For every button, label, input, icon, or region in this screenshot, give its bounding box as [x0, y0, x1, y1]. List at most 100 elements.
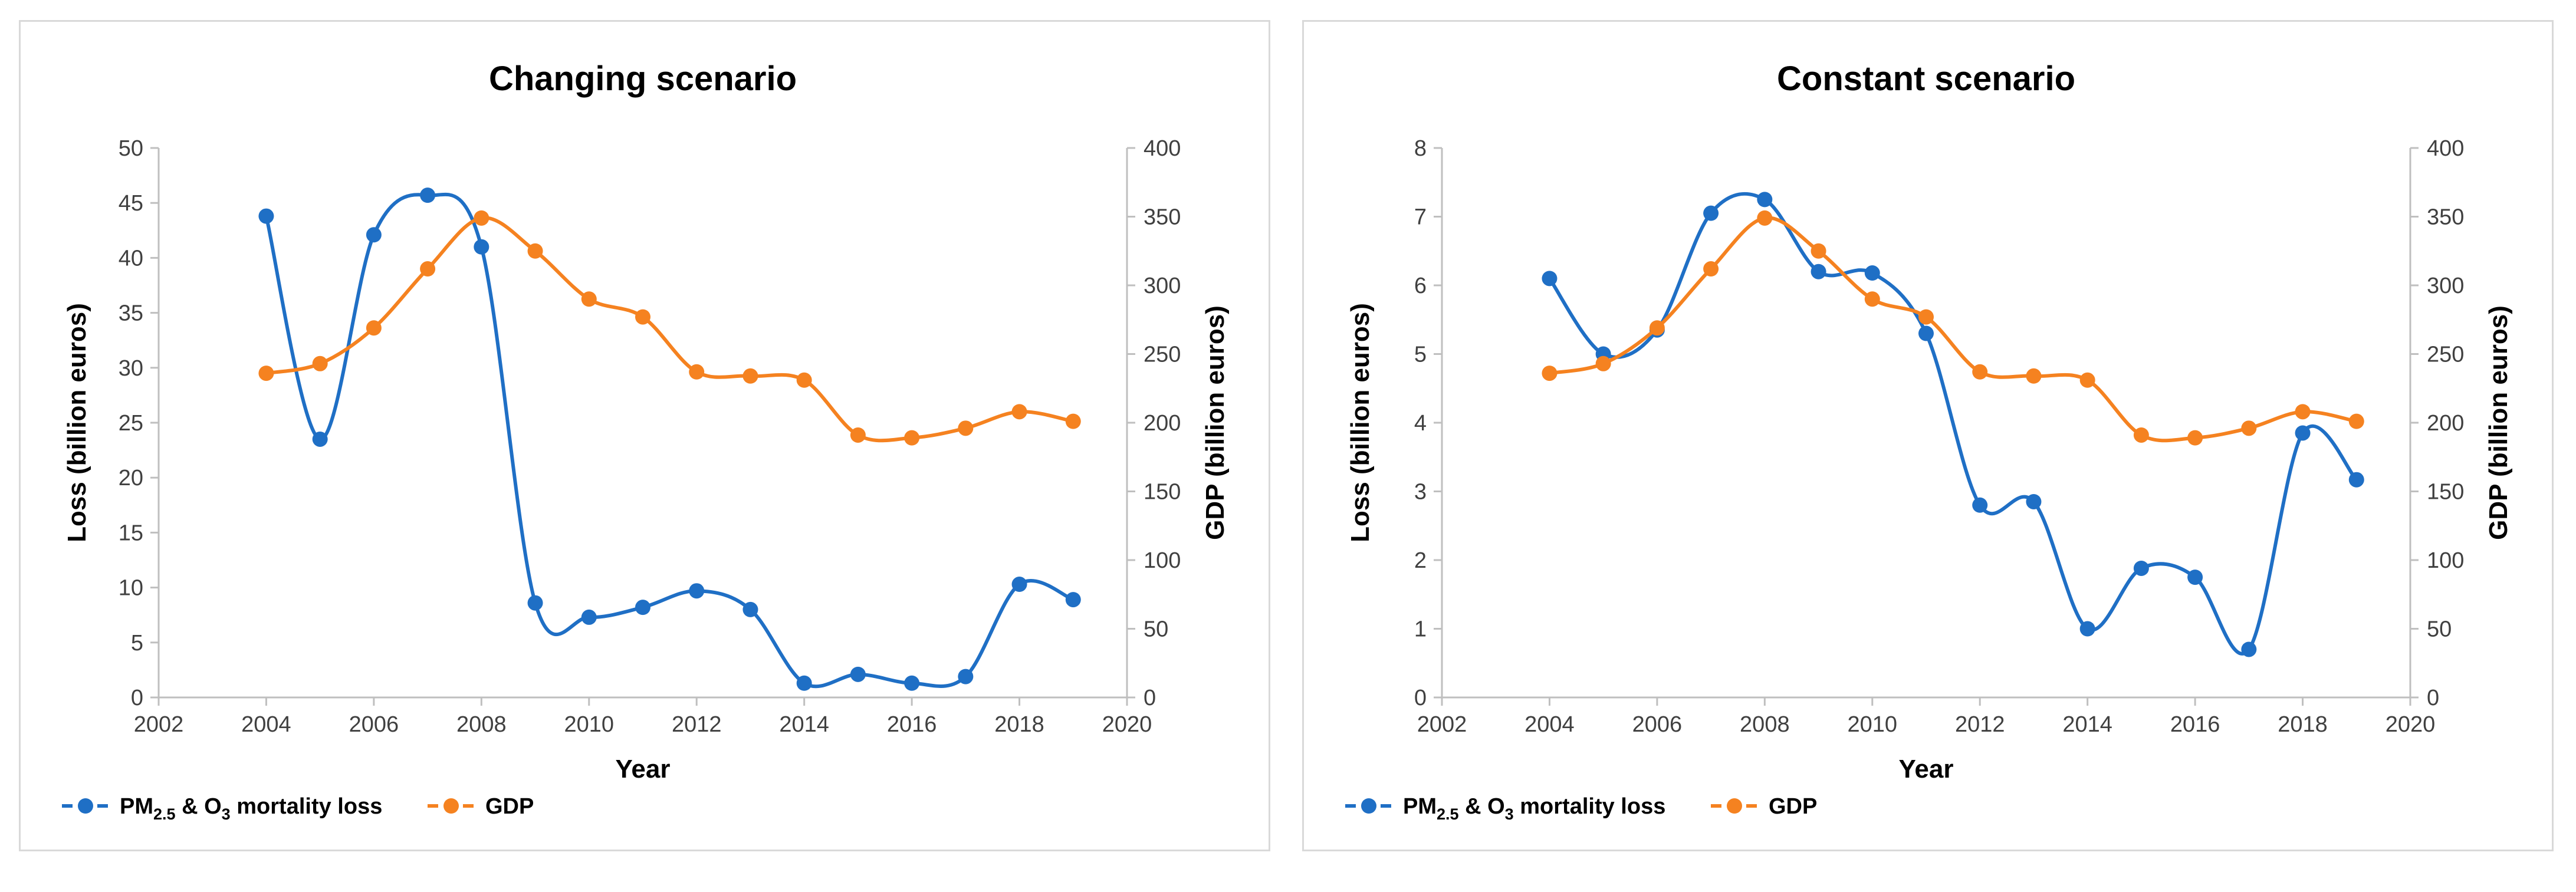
data-point-gdp [689, 364, 705, 380]
chart-title: Constant scenario [1777, 60, 2075, 98]
data-point-loss [1811, 264, 1826, 279]
x-tick-label: 2010 [564, 712, 615, 737]
x-tick-label: 2004 [1524, 712, 1575, 737]
y2-tick-label: 300 [1144, 274, 1181, 298]
data-point-loss [1065, 592, 1081, 608]
data-point-loss [2295, 425, 2311, 441]
data-point-loss [258, 208, 274, 224]
y-tick-label: 10 [119, 576, 143, 601]
data-point-gdp [958, 420, 974, 436]
series-line-loss [1547, 192, 2358, 656]
y2-tick-label: 400 [1144, 136, 1181, 161]
y2-tick-label: 100 [2427, 548, 2464, 573]
data-point-loss [1918, 325, 1934, 341]
data-point-gdp [312, 356, 328, 371]
y-tick-label: 25 [119, 411, 143, 436]
y-tick-label: 5 [1414, 343, 1427, 367]
data-point-loss [581, 609, 597, 625]
x-tick-label: 2016 [887, 712, 937, 737]
data-point-gdp [1065, 413, 1081, 429]
y2-axis-title: GDP (billion euros) [1201, 305, 1230, 540]
x-axis-title: Year [1899, 755, 1954, 784]
data-point-gdp [1811, 243, 1826, 259]
y2-tick-label: 300 [2427, 274, 2464, 298]
x-tick-label: 2006 [1632, 712, 1683, 737]
y2-tick-label: 50 [1144, 617, 1168, 642]
x-tick-label: 2008 [456, 712, 507, 737]
data-point-loss [2133, 560, 2149, 576]
data-point-loss [2348, 472, 2364, 488]
x-tick-label: 2002 [134, 712, 184, 737]
data-point-loss [312, 431, 328, 447]
data-point-gdp [2348, 413, 2364, 429]
data-point-gdp [1972, 364, 1988, 380]
legend-label-gdp: GDP [485, 794, 534, 819]
data-point-loss [2241, 641, 2257, 657]
chart-panel-constant: Constant scenario 0 1 2 3 4 5 6 7 8 0 50 100 150 200 25… [1302, 20, 2554, 851]
data-point-gdp [635, 309, 650, 325]
data-point-loss [1757, 192, 1773, 208]
legend-label-loss: PM2.5 & O3 mortality loss [1403, 794, 1665, 823]
y-tick-label: 2 [1414, 548, 1427, 573]
data-point-loss [2026, 493, 2042, 509]
y-tick-label: 40 [119, 246, 143, 271]
y-tick-label: 5 [131, 631, 143, 656]
data-point-gdp [1649, 320, 1665, 336]
data-point-loss [1703, 205, 1719, 221]
data-point-gdp [2133, 427, 2149, 443]
y2-tick-label: 350 [1144, 205, 1181, 230]
data-point-loss [635, 600, 650, 615]
data-point-loss [796, 675, 812, 691]
chart-constant-scenario: Constant scenario 0 1 2 3 4 5 6 7 8 0 50 100 150 200 25… [1345, 60, 2513, 823]
data-point-loss [958, 669, 974, 684]
x-tick-label: 2020 [1102, 712, 1152, 737]
y-tick-label: 20 [119, 466, 143, 491]
x-axis-title: Year [616, 755, 671, 784]
data-point-gdp [527, 243, 543, 259]
data-point-gdp [581, 291, 597, 307]
y2-tick-label: 250 [2427, 343, 2464, 367]
y-tick-label: 6 [1414, 274, 1427, 298]
data-point-gdp [420, 261, 436, 277]
data-point-loss [1972, 497, 1988, 513]
data-point-gdp [258, 366, 274, 381]
x-tick-label: 2018 [2278, 712, 2328, 737]
legend: PM2.5 & O3 mortality loss GDP [62, 794, 534, 823]
data-point-gdp [2295, 404, 2311, 420]
data-point-loss [850, 666, 866, 682]
x-tick-label: 2002 [1417, 712, 1467, 737]
y-tick-label: 7 [1414, 205, 1427, 230]
series-line-gdp [1549, 216, 2357, 443]
data-point-loss [742, 601, 758, 617]
legend-marker-gdp [1727, 798, 1742, 814]
y-axis-title: Loss (billion euros) [63, 303, 91, 542]
data-point-gdp [2026, 368, 2042, 384]
chart-panel-changing: Changing scenario 0 5 10 15 20 25 30 35 40 45 50 0 50… [19, 20, 1270, 851]
x-tick-label: 2014 [2062, 712, 2112, 737]
x-tick-label: 2012 [672, 712, 722, 737]
legend-marker-gdp [443, 798, 459, 814]
y-axis-title: Loss (billion euros) [1346, 303, 1375, 542]
y-tick-label: 3 [1414, 480, 1427, 505]
data-point-loss [689, 583, 705, 599]
y-tick-label: 8 [1414, 136, 1427, 161]
data-point-gdp [904, 430, 920, 446]
y-tick-label: 0 [1414, 686, 1427, 710]
data-point-loss [474, 239, 489, 255]
legend-marker-loss [78, 798, 93, 814]
x-tick-label: 2006 [349, 712, 399, 737]
data-point-loss [1011, 577, 1027, 593]
y2-axis-title: GDP (billion euros) [2484, 305, 2513, 540]
data-point-loss [366, 227, 382, 243]
x-tick-label: 2016 [2170, 712, 2220, 737]
legend-label-gdp: GDP [1769, 794, 1817, 819]
y2-tick-label: 350 [2427, 205, 2464, 230]
data-point-loss [527, 595, 543, 611]
data-point-gdp [850, 427, 866, 443]
data-point-gdp [1864, 291, 1880, 307]
data-point-gdp [796, 372, 812, 388]
y2-tick-label: 100 [1144, 548, 1181, 573]
series-line-loss [264, 192, 1074, 689]
y2-tick-label: 250 [1144, 343, 1181, 367]
data-point-loss [2079, 621, 2095, 637]
